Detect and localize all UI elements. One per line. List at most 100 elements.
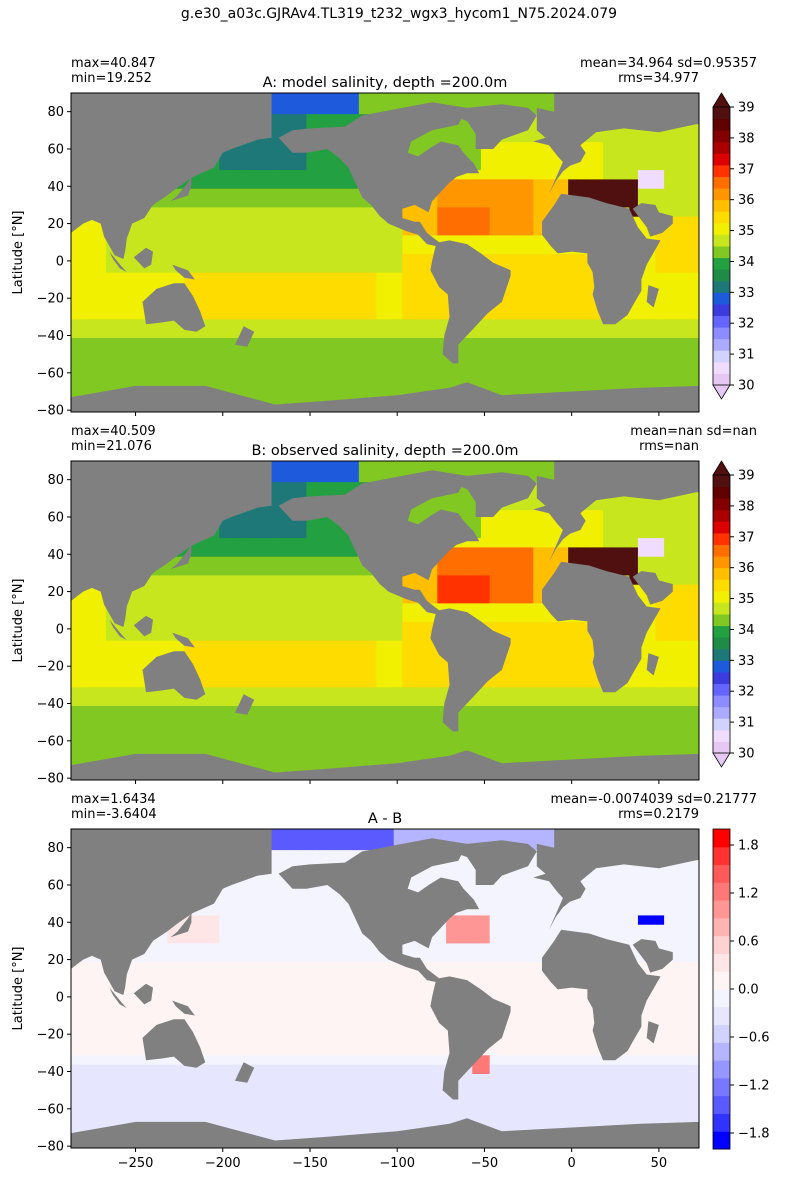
heatmap-cell [454,574,465,585]
heatmap-cell [245,546,255,557]
heatmap-cell [280,113,290,124]
heatmap-cell [611,565,622,576]
heatmap-cell [289,640,299,651]
heatmap-cell [533,574,543,585]
heatmap-cell [323,309,334,320]
heatmap-cell [306,761,316,772]
heatmap-cell [681,337,691,348]
heatmap-cell [419,337,430,348]
heatmap-cell [105,640,116,651]
heatmap-cell [323,593,334,604]
heatmap-cell [228,658,238,669]
heatmap-cell [629,160,639,171]
heatmap-cell [332,178,342,189]
heatmap-cell [149,593,159,604]
ytick-label: 40 [47,180,64,195]
heatmap-cell [480,188,491,199]
heatmap-cell [219,686,229,697]
heatmap-cell [498,94,508,105]
heatmap-cell [280,244,290,255]
heatmap-cell [184,206,194,217]
heatmap-cell [620,150,630,161]
heatmap-cell [280,481,290,492]
colorbar-segment [713,211,730,224]
heatmap-cell [489,253,499,264]
heatmap-cell [88,384,98,394]
heatmap-cell [219,300,229,310]
heatmap-cell [289,761,299,772]
heatmap-cell [114,346,124,357]
heatmap-cell [306,640,316,651]
heatmap-cell [262,337,273,348]
heatmap-cell [515,518,526,529]
heatmap-cell [88,337,98,348]
heatmap-cell [306,290,316,301]
heatmap-cell [690,300,699,310]
heatmap-cell [332,640,342,651]
heatmap-cell [629,528,639,539]
heatmap-cell [306,197,316,208]
heatmap-cell [498,509,508,520]
heatmap-cell [402,262,412,273]
heatmap-cell [88,318,98,329]
heatmap-cell [201,574,212,585]
heatmap-cell [114,686,124,697]
heatmap-cell [254,761,264,772]
heatmap-cell [524,206,534,217]
heatmap-cell [71,356,81,366]
heatmap-cell [498,752,508,762]
heatmap-cell [402,461,412,464]
heatmap-cell [105,612,116,623]
heatmap-cell [542,565,552,576]
heatmap-cell [655,677,665,688]
heatmap-cell [149,686,159,697]
heatmap-cell [323,696,334,706]
heatmap-cell [236,169,247,180]
heatmap-cell [524,584,534,595]
heatmap-cell [472,244,482,255]
heatmap-cell [297,640,308,651]
heatmap-cell [515,593,526,604]
heatmap-cell [71,742,81,753]
heatmap-cell [515,384,526,394]
heatmap-cell [350,300,360,310]
heatmap-cell [568,677,578,688]
heatmap-cell [341,686,351,697]
heatmap-cell [236,630,247,641]
heatmap-cell [542,630,552,641]
heatmap-cell [393,337,404,348]
heatmap-cell [533,556,543,567]
heatmap-cell [105,621,116,632]
heatmap-cell [402,253,412,264]
ytick-label: 0 [56,254,64,269]
heatmap-cell [297,337,308,348]
heatmap-cell [620,518,630,529]
heatmap-cell [315,686,325,697]
heatmap-cell [629,188,639,199]
heatmap-cell [315,309,325,320]
heatmap-cell [620,509,630,520]
heatmap-cell [550,518,561,529]
heatmap-cell [489,742,499,753]
heatmap-cell [210,677,220,688]
heatmap-cell [489,160,499,171]
heatmap-cell [280,337,290,348]
heatmap-cell [533,225,543,236]
heatmap-cell [489,733,499,744]
heatmap-cell [472,528,482,539]
heatmap-cell [629,178,639,189]
heatmap-cell [385,686,395,697]
heatmap-cell [515,714,526,725]
heatmap-cell [245,337,255,348]
heatmap-cell [280,253,290,264]
heatmap-cell [620,500,630,511]
heatmap-cell [446,178,456,189]
heatmap-cell [201,244,212,255]
heatmap-cell [489,244,499,255]
heatmap-cell [498,733,508,744]
heatmap-cell [280,752,290,762]
heatmap-cell [219,584,229,595]
heatmap-cell [123,318,133,329]
heatmap-cell [498,612,508,623]
heatmap-cell [219,346,229,357]
